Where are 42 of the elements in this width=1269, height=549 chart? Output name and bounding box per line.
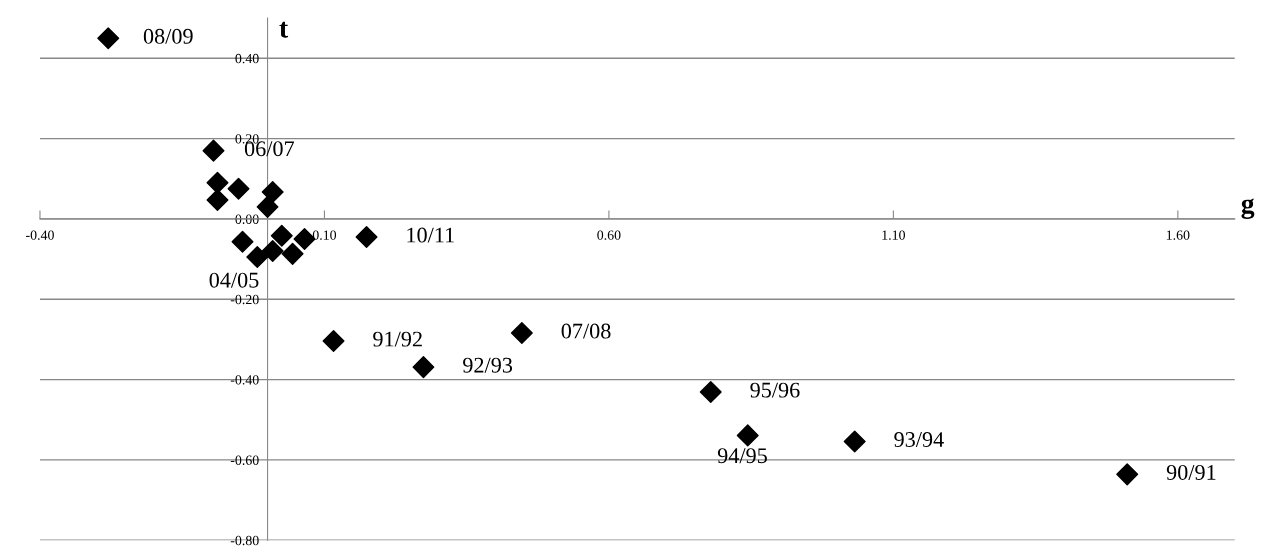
- annotation: 94/95: [717, 448, 767, 464]
- y-tick-label: -0.80: [230, 535, 259, 546]
- point: [261, 240, 284, 263]
- annotation: 95/96: [750, 382, 800, 398]
- point: [355, 226, 378, 248]
- y-tick-label: -0.40: [230, 375, 259, 385]
- y-tick-label: -0.20: [230, 294, 259, 305]
- x-tick-label: 1.10: [882, 230, 905, 240]
- point: [699, 381, 722, 404]
- annotation: 10/11: [407, 227, 454, 243]
- x-tick-label: 0.60: [597, 230, 621, 240]
- y-tick-label: -0.60: [230, 455, 259, 465]
- point: [736, 424, 759, 447]
- point: [246, 246, 269, 269]
- point: [227, 177, 250, 200]
- x-tick-label: 1.60: [1166, 230, 1190, 240]
- y-axis-title: t: [279, 21, 289, 38]
- point: [510, 321, 533, 344]
- point: [97, 27, 120, 50]
- y-tick-label: 0.00: [235, 214, 259, 224]
- annotation: 04/05: [209, 272, 259, 288]
- point: [202, 139, 225, 162]
- x-tick-label: -0.40: [26, 230, 54, 240]
- point: [1116, 463, 1139, 486]
- annotation: 93/94: [894, 432, 944, 447]
- point: [231, 230, 254, 253]
- annotation: 90/91: [1166, 464, 1216, 480]
- annotation: 07/08: [561, 323, 611, 339]
- x-tick-label: 0.10: [312, 230, 337, 240]
- point: [206, 171, 229, 194]
- point: [843, 430, 866, 453]
- point: [206, 189, 229, 212]
- annotation: 08/09: [143, 28, 193, 44]
- point: [412, 356, 435, 379]
- point: [281, 242, 304, 265]
- y-tick-label: 0.40: [235, 53, 259, 64]
- point: [270, 224, 293, 247]
- annotation: 92/93: [463, 357, 513, 373]
- point: [261, 181, 284, 204]
- point: [322, 330, 345, 353]
- x-axis-title: g: [1241, 198, 1255, 219]
- annotation: 91/92: [373, 331, 422, 347]
